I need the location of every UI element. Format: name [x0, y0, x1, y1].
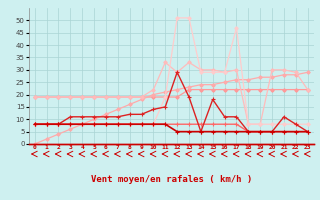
Text: Vent moyen/en rafales ( km/h ): Vent moyen/en rafales ( km/h ) — [91, 176, 252, 184]
